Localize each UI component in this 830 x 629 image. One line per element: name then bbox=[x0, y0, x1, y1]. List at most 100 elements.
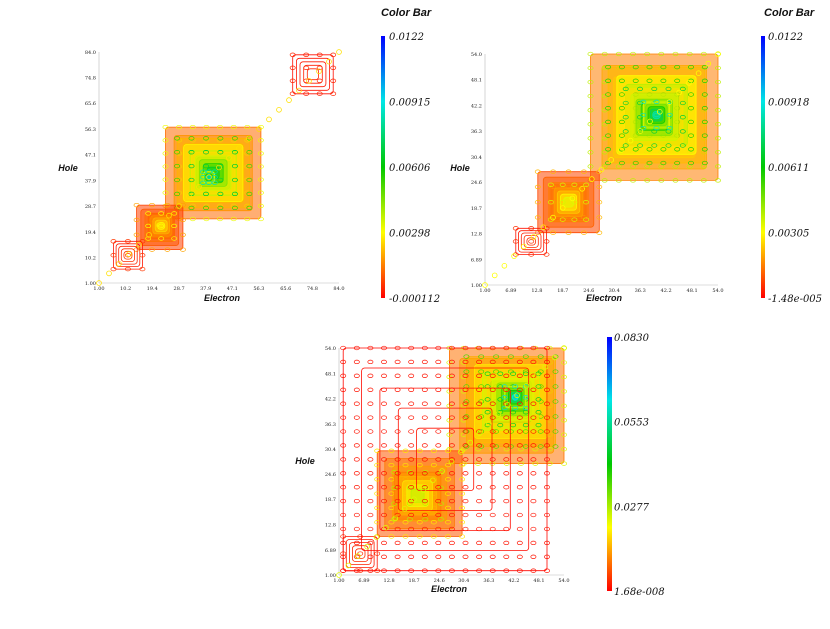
contour-blob bbox=[394, 485, 401, 490]
contour-blob bbox=[484, 397, 491, 402]
contour-blob bbox=[651, 143, 658, 148]
contour-blob bbox=[501, 405, 508, 411]
contour-blob bbox=[503, 554, 510, 559]
contour-blob bbox=[124, 239, 131, 244]
contour-blob bbox=[353, 568, 360, 573]
diagonal-contour bbox=[326, 58, 332, 65]
contour-blob bbox=[174, 177, 181, 183]
y-tick-label: 48.1 bbox=[471, 78, 482, 84]
contour-blob bbox=[421, 554, 428, 559]
contour-blob bbox=[530, 401, 537, 406]
contour-blob bbox=[544, 568, 550, 573]
contour-blob bbox=[416, 534, 423, 539]
contour-blob bbox=[203, 191, 209, 197]
contour-blob bbox=[394, 443, 401, 448]
contour-blob bbox=[605, 64, 612, 70]
contour-blob bbox=[257, 203, 264, 209]
contour-blob bbox=[158, 211, 165, 216]
contour-blob bbox=[544, 401, 550, 406]
contour-blob bbox=[435, 540, 442, 546]
contour-blob bbox=[448, 498, 455, 504]
contour-blob bbox=[353, 387, 360, 392]
contour-blob bbox=[463, 369, 470, 374]
contour-blob bbox=[587, 164, 594, 169]
contour-blob bbox=[637, 115, 643, 120]
contour-blob bbox=[448, 512, 455, 518]
contour-blob bbox=[211, 169, 218, 174]
contour-blob bbox=[340, 540, 347, 546]
contour-blob bbox=[448, 568, 455, 573]
contour-blob bbox=[653, 125, 660, 131]
contour-blob bbox=[516, 429, 523, 434]
contour-blob bbox=[179, 217, 186, 223]
contour-ring bbox=[118, 245, 138, 265]
contour-blob bbox=[503, 443, 510, 448]
contour-blob bbox=[653, 99, 660, 105]
contour-blob bbox=[357, 534, 364, 539]
panel-1-colorbar-labels: 0.0122 0.00915 0.00606 0.00298 -0.000112 bbox=[389, 32, 440, 305]
contour-blob bbox=[381, 443, 387, 448]
contour-blob bbox=[110, 266, 117, 272]
panel-1: 1.00 10.2 19.4 28.7 37.9 47.1 56.3 65.6 74.8 84.0… bbox=[58, 7, 440, 305]
contour-blob bbox=[596, 200, 603, 205]
diagonal-contour bbox=[476, 430, 483, 436]
contour-blob bbox=[421, 540, 428, 546]
contour-blob bbox=[381, 498, 387, 504]
contour-blob bbox=[530, 485, 537, 490]
contour-blob bbox=[484, 422, 491, 428]
contour-blob bbox=[110, 253, 117, 258]
contour-blob bbox=[353, 471, 360, 476]
diagonal-contour bbox=[533, 373, 539, 380]
y-tick-label: 54.0 bbox=[325, 346, 336, 352]
contour-blob bbox=[537, 354, 544, 359]
contour-blob bbox=[646, 64, 653, 70]
contour-blob bbox=[503, 526, 510, 532]
contour-blob bbox=[203, 150, 209, 155]
contour-blob bbox=[587, 93, 594, 99]
contour-blob bbox=[391, 501, 398, 506]
diagonal-contour bbox=[520, 243, 527, 250]
contour-blob bbox=[367, 359, 374, 365]
contour-blob bbox=[493, 429, 500, 434]
contour-blob bbox=[462, 471, 469, 476]
contour-blob bbox=[435, 443, 442, 448]
contour-blob bbox=[459, 520, 466, 525]
panel-3-colorbar-labels: 0.0830 0.0553 0.0277 1.68e-008 bbox=[614, 333, 665, 598]
contour-blob bbox=[340, 345, 347, 351]
contour-blob bbox=[544, 429, 550, 434]
contour-blob bbox=[544, 415, 550, 420]
contour-blob bbox=[133, 202, 140, 208]
contour-blob bbox=[421, 373, 428, 378]
contour-blob bbox=[340, 554, 347, 559]
diagonal-contour bbox=[411, 496, 417, 503]
contour-blob bbox=[632, 78, 639, 83]
diagonal-contour bbox=[186, 193, 192, 200]
x-tick-label: 30.4 bbox=[458, 578, 469, 584]
contour-blob bbox=[653, 112, 660, 118]
contour-ring bbox=[120, 248, 136, 263]
contour-blob bbox=[605, 78, 612, 83]
contour-blob bbox=[381, 526, 387, 532]
diagonal-contour bbox=[618, 147, 624, 154]
diagonal-contour bbox=[491, 272, 498, 279]
contour-blob bbox=[162, 124, 169, 130]
contour-blob bbox=[596, 215, 603, 220]
contour-blob bbox=[394, 554, 401, 559]
diagonal-contour bbox=[429, 477, 436, 484]
contour-blob bbox=[522, 354, 529, 359]
colorbar-label: 1.68e-008 bbox=[614, 587, 665, 598]
contour-blob bbox=[394, 568, 401, 573]
contour-blob bbox=[688, 119, 694, 125]
contour-blob bbox=[353, 540, 360, 546]
contour-blob bbox=[622, 129, 629, 134]
contour-blob bbox=[544, 359, 550, 365]
contour-blob bbox=[408, 359, 415, 365]
contour-blob bbox=[544, 443, 550, 448]
contour-blob bbox=[601, 122, 608, 127]
y-tick-label: 65.6 bbox=[85, 101, 96, 107]
contour-ring bbox=[113, 240, 143, 270]
contour-blob bbox=[381, 429, 387, 434]
contour-blob bbox=[448, 471, 455, 476]
contour-blob bbox=[516, 554, 523, 559]
contour-blob bbox=[246, 205, 253, 211]
